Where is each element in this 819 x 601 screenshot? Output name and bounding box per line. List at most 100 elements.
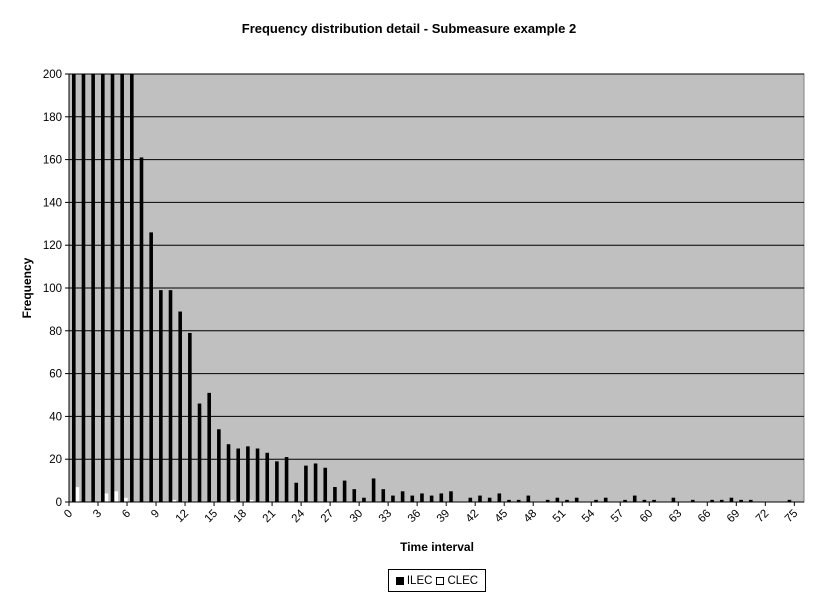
bar-ilec (391, 495, 395, 502)
x-tick-label: 66 (696, 508, 714, 526)
x-tick-label: 45 (493, 508, 511, 526)
bar-ilec (516, 499, 521, 502)
bar-ilec (400, 491, 405, 502)
bar-ilec (632, 495, 637, 502)
bar-clec (114, 491, 119, 503)
x-tick-label: 51 (551, 508, 569, 526)
bar-ilec (526, 495, 531, 502)
legend: ILEC CLEC (388, 569, 486, 592)
bar-ilec (719, 499, 724, 502)
bar-ilec (197, 403, 202, 502)
bar-ilec (72, 74, 76, 502)
bar-ilec (690, 499, 695, 502)
legend-label-ilec: ILEC (406, 574, 433, 587)
bar-ilec (226, 444, 231, 502)
bar-ilec (159, 290, 163, 502)
bar-clec (75, 486, 80, 503)
bar-ilec (574, 497, 579, 502)
x-tick-label: 60 (638, 508, 656, 526)
bar-ilec (439, 493, 444, 502)
bar-ilec (478, 495, 482, 502)
y-tick-label: 20 (49, 454, 62, 466)
bar-ilec (429, 495, 434, 502)
bar-ilec (139, 157, 144, 502)
bar-ilec (207, 392, 211, 502)
x-tick-label: 24 (290, 507, 308, 525)
bar-ilec (787, 499, 792, 502)
bar-ilec (275, 461, 279, 502)
y-tick-label: 60 (49, 369, 62, 381)
y-tick-label: 180 (43, 112, 62, 124)
legend-item-ilec: ILEC (395, 574, 433, 587)
bar-ilec (671, 497, 676, 502)
bar-ilec (81, 74, 86, 502)
bar-ilec (110, 74, 115, 502)
bar-ilec (362, 497, 366, 502)
x-tick-label: 42 (464, 508, 482, 526)
bar-ilec (603, 497, 608, 502)
legend-swatch-clec (436, 576, 445, 585)
bar-ilec (497, 493, 502, 502)
y-tick-label: 160 (43, 155, 62, 167)
bar-ilec (555, 497, 560, 502)
bar-ilec (565, 499, 569, 502)
x-tick-label: 15 (203, 508, 221, 526)
y-axis-title: Frequency (20, 257, 34, 318)
bar-ilec (410, 495, 415, 502)
x-tick-label: 48 (522, 508, 540, 526)
bar-ilec (381, 489, 386, 502)
x-tick-label: 69 (725, 508, 743, 526)
bar-ilec (130, 74, 134, 502)
x-tick-label: 72 (754, 508, 772, 526)
y-tick-label: 200 (43, 69, 62, 81)
x-tick-label: 30 (348, 508, 366, 526)
bar-ilec (371, 478, 376, 502)
bar-ilec (729, 497, 734, 502)
bar-ilec (313, 463, 318, 502)
x-tick-label: 18 (232, 508, 250, 526)
x-axis-title: Time interval (400, 540, 474, 554)
bar-ilec (623, 499, 627, 502)
x-tick-label: 3 (91, 508, 104, 521)
bar-ilec (294, 482, 299, 502)
bar-ilec (149, 232, 153, 503)
bar-ilec (642, 499, 647, 502)
y-tick-label: 140 (43, 197, 62, 209)
x-tick-label: 36 (406, 508, 424, 526)
x-tick-label: 75 (783, 508, 801, 526)
x-tick-label: 57 (609, 508, 627, 526)
bar-ilec (342, 480, 347, 502)
x-tick-label: 6 (120, 508, 133, 521)
x-tick-label: 54 (580, 507, 598, 525)
x-tick-label: 21 (261, 508, 279, 526)
bar-ilec (188, 332, 192, 502)
legend-swatch-ilec (395, 576, 404, 585)
y-tick-label: 120 (43, 240, 62, 252)
bars (72, 74, 792, 503)
bar-ilec (101, 74, 105, 502)
bar-ilec (507, 499, 511, 502)
bar-ilec (217, 429, 221, 502)
bar-ilec (178, 311, 182, 502)
x-tick-label: 33 (377, 508, 395, 526)
y-tick-label: 0 (56, 497, 62, 509)
x-tick-label: 0 (62, 508, 75, 521)
bar-ilec (594, 499, 598, 502)
x-tick-label: 39 (435, 508, 453, 526)
bar-ilec (545, 499, 550, 502)
bar-clec (124, 497, 128, 503)
bar-ilec (91, 74, 95, 502)
chart-title: Frequency distribution detail - Submeasu… (242, 21, 576, 36)
bar-ilec (304, 465, 308, 502)
bar-ilec (333, 487, 337, 502)
bar-ilec (468, 497, 473, 502)
bar-ilec (246, 446, 250, 502)
legend-item-clec: CLEC (436, 575, 478, 587)
bar-ilec (710, 499, 714, 502)
bar-ilec (352, 489, 357, 502)
x-tick-label: 12 (174, 508, 192, 526)
bar-ilec (739, 499, 743, 502)
bar-ilec (236, 448, 241, 502)
y-tick-label: 40 (49, 411, 62, 423)
bar-ilec (420, 493, 424, 502)
